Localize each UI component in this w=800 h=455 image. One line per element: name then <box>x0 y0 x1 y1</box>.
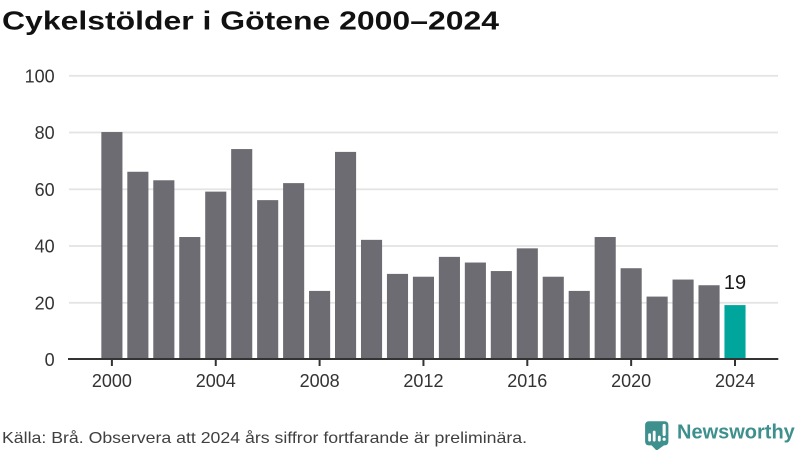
svg-text:2020: 2020 <box>611 371 651 391</box>
svg-text:Cykelstölder i Götene 2000–202: Cykelstölder i Götene 2000–2024 <box>2 5 500 35</box>
svg-text:2012: 2012 <box>403 371 443 391</box>
svg-text:0: 0 <box>45 350 55 370</box>
svg-text:20: 20 <box>35 293 55 313</box>
svg-text:2024: 2024 <box>715 371 755 391</box>
svg-text:60: 60 <box>35 180 55 200</box>
svg-text:Newsworthy: Newsworthy <box>677 421 796 443</box>
svg-text:2000: 2000 <box>92 371 132 391</box>
svg-text:2016: 2016 <box>507 371 547 391</box>
svg-text:2008: 2008 <box>300 371 340 391</box>
svg-text:80: 80 <box>35 123 55 143</box>
svg-text:Källa: Brå. Observera att 2024: Källa: Brå. Observera att 2024 års siffr… <box>2 429 527 447</box>
svg-text:19: 19 <box>724 272 746 294</box>
svg-text:2004: 2004 <box>196 371 236 391</box>
svg-text:40: 40 <box>35 237 55 257</box>
svg-text:100: 100 <box>25 66 55 86</box>
